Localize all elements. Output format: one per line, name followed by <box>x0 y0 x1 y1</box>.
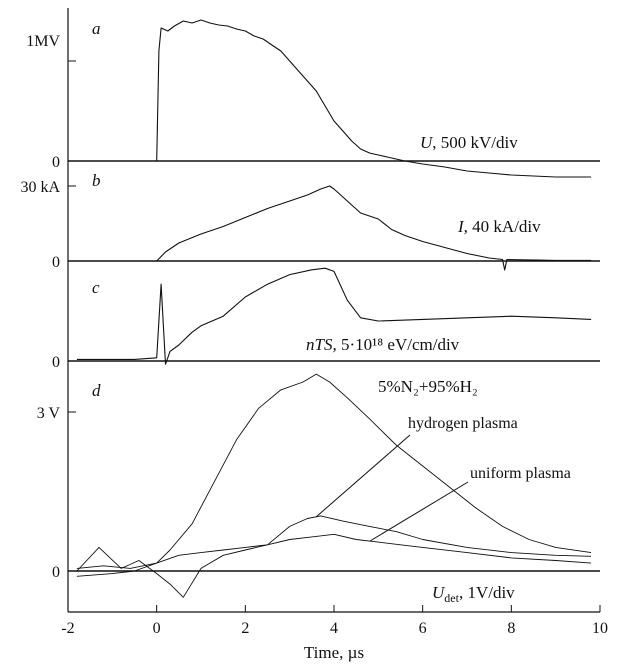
leader-uniform-plasma <box>369 481 469 542</box>
panel-c-series-0-line <box>76 267 592 365</box>
panel-b-ytick-top: 30 kA <box>20 179 60 196</box>
annotation-uniform-plasma: uniform plasma <box>470 465 571 482</box>
traces-group <box>76 19 592 598</box>
panel-b-ytick-zero: 0 <box>52 254 60 271</box>
annotation-hydrogen-plasma: hydrogen plasma <box>408 415 518 432</box>
x-tick-label-1: 0 <box>153 620 161 637</box>
x-tick-label-2: 2 <box>241 620 249 637</box>
panel-b-scale-label: I, 40 kA/div <box>457 217 541 236</box>
annotation-n2-h2: 5%N₂+95%H₂ <box>378 377 478 396</box>
x-tick-label-0: -2 <box>61 620 74 637</box>
panel-d-letter: d <box>92 381 101 400</box>
x-tick-label-4: 6 <box>419 620 427 637</box>
panel-a-ytick-zero: 0 <box>52 154 60 171</box>
panel-d-series-0-line <box>76 373 592 569</box>
x-axis-ticks: -2 0 2 4 6 8 10 <box>61 605 608 637</box>
panel-d-series-1-line <box>76 515 592 598</box>
panel-c-scale-label: nTS, 5·10¹⁸ eV/cm/div <box>306 335 460 354</box>
panel-b-series-0-line <box>156 185 592 271</box>
x-tick-label-6: 10 <box>592 620 608 637</box>
x-axis-title: Time, µs <box>304 643 364 662</box>
panel-c-letter: c <box>92 278 100 297</box>
panel-c-ytick-zero: 0 <box>52 354 60 371</box>
panel-d-ytick-top: 3 V <box>37 405 61 422</box>
panel-d-series-2-line <box>76 533 592 577</box>
panel-a-letter: a <box>92 19 101 38</box>
x-tick-label-3: 4 <box>330 620 338 637</box>
panel-d-ytick-zero: 0 <box>52 564 60 581</box>
panel-a-scale-label: U, 500 kV/div <box>420 133 518 152</box>
panel-a-series-0-line <box>156 19 592 178</box>
x-tick-label-5: 8 <box>507 620 515 637</box>
panel-b-letter: b <box>92 171 101 190</box>
panel-a-ytick-top: 1MV <box>26 33 60 50</box>
panel-d-scale-label: Udet, 1V/div <box>432 583 515 605</box>
leader-hydrogen-plasma <box>315 434 411 518</box>
